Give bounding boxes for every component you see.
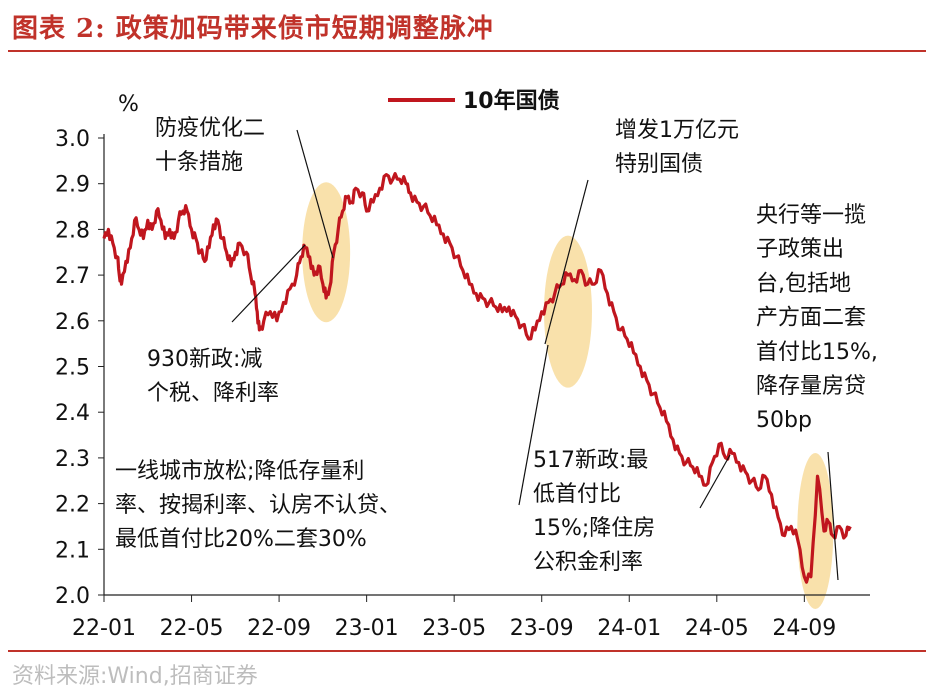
highlight-group [302, 182, 834, 610]
y-tick-label: 2.9 [55, 173, 90, 198]
annotation-leader [296, 129, 334, 259]
annotation-line: 15%;降住房 [533, 516, 655, 541]
y-tick-label: 2.4 [55, 401, 90, 426]
y-tick-label: 3.0 [55, 127, 90, 152]
legend-label: 10年国债 [463, 88, 560, 114]
annotation-line: 降存量房贷 [756, 374, 866, 399]
annotation-leaders [231, 129, 839, 581]
annotation-line: 最低首付比20%二套30% [115, 527, 367, 552]
y-tick-label: 2.1 [55, 538, 90, 563]
legend: 10年国债 [388, 88, 560, 114]
x-tick-label: 22-01 [72, 616, 136, 641]
annotation-line: 首付比15%, [756, 340, 878, 365]
annotation-leader [231, 244, 306, 323]
annotation-line: 央行等一揽 [756, 203, 866, 228]
annotation-line: 特别国债 [615, 152, 703, 177]
axes-group: 2.0 2.1 2.2 2.3 2.4 2.5 2.6 2.7 2.8 2.9 3.0% 22-01 2… [55, 92, 870, 641]
annotation-line: 台,包括地 [756, 271, 851, 296]
y-tick-label: 2.3 [55, 447, 90, 472]
annotation-leader [518, 344, 549, 506]
annotation-line: 公积金利率 [533, 550, 643, 575]
title-divider [8, 50, 926, 52]
footer-divider [8, 650, 926, 652]
x-tick-label: 22-09 [247, 616, 311, 641]
x-tick-label: 24-01 [597, 616, 661, 641]
annotation-leader [544, 179, 589, 345]
highlight-ellipse [302, 182, 351, 323]
annotation-leader [827, 451, 839, 581]
annotation-leader [699, 454, 731, 509]
annotation-line: 率、按揭利率、认房不认贷、 [115, 493, 401, 518]
y-tick-label: 2.8 [55, 218, 90, 243]
y-tick-label: 2.5 [55, 356, 90, 381]
series-line-10y [102, 172, 852, 584]
annotation-line: 十条措施 [155, 150, 243, 175]
annotation-line: 一线城市放松;降低存量利 [115, 459, 364, 484]
annotation-line: 930新政:减 [147, 347, 262, 372]
y-tick-label: 2.6 [55, 310, 90, 335]
y-tick-label: 2.7 [55, 264, 90, 289]
x-tick-label: 23-01 [335, 616, 399, 641]
annotation-line: 517新政:最 [533, 448, 648, 473]
x-tick-label: 23-05 [422, 616, 486, 641]
annotation-line: 子政策出 [756, 237, 844, 262]
x-tick-label: 24-05 [685, 616, 749, 641]
annotation-block: 930新政:减个税、降利率 [147, 347, 279, 406]
annotation-line: 50bp [756, 408, 812, 433]
annotation-line: 低首付比 [533, 482, 621, 507]
highlight-ellipse [543, 235, 592, 388]
chart-title: 图表 2: 政策加码带来债市短期调整脉冲 [12, 14, 494, 44]
y-axis-unit: % [118, 92, 139, 117]
x-tick-label: 23-09 [510, 616, 574, 641]
source-note: 资料来源:Wind,招商证券 [12, 664, 258, 689]
annotation-line: 增发1万亿元 [615, 118, 739, 143]
annotation-line: 防疫优化二 [155, 116, 265, 141]
x-tick-label: 24-09 [772, 616, 836, 641]
y-tick-label: 2.0 [55, 584, 90, 609]
y-tick-label: 2.2 [55, 493, 90, 518]
annotation-line: 产方面二套 [756, 306, 866, 331]
annotation-line: 个税、降利率 [147, 381, 279, 406]
x-tick-label: 22-05 [160, 616, 224, 641]
series-group [102, 172, 852, 584]
